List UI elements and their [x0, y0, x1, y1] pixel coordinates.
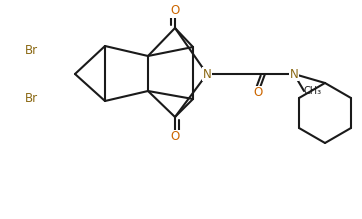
Text: O: O — [253, 87, 262, 99]
Text: Br: Br — [25, 44, 38, 58]
Text: N: N — [290, 67, 298, 81]
Text: O: O — [171, 5, 180, 18]
Text: CH₃: CH₃ — [304, 86, 322, 96]
Text: O: O — [171, 131, 180, 143]
Text: N: N — [203, 67, 211, 81]
Text: Br: Br — [25, 92, 38, 106]
